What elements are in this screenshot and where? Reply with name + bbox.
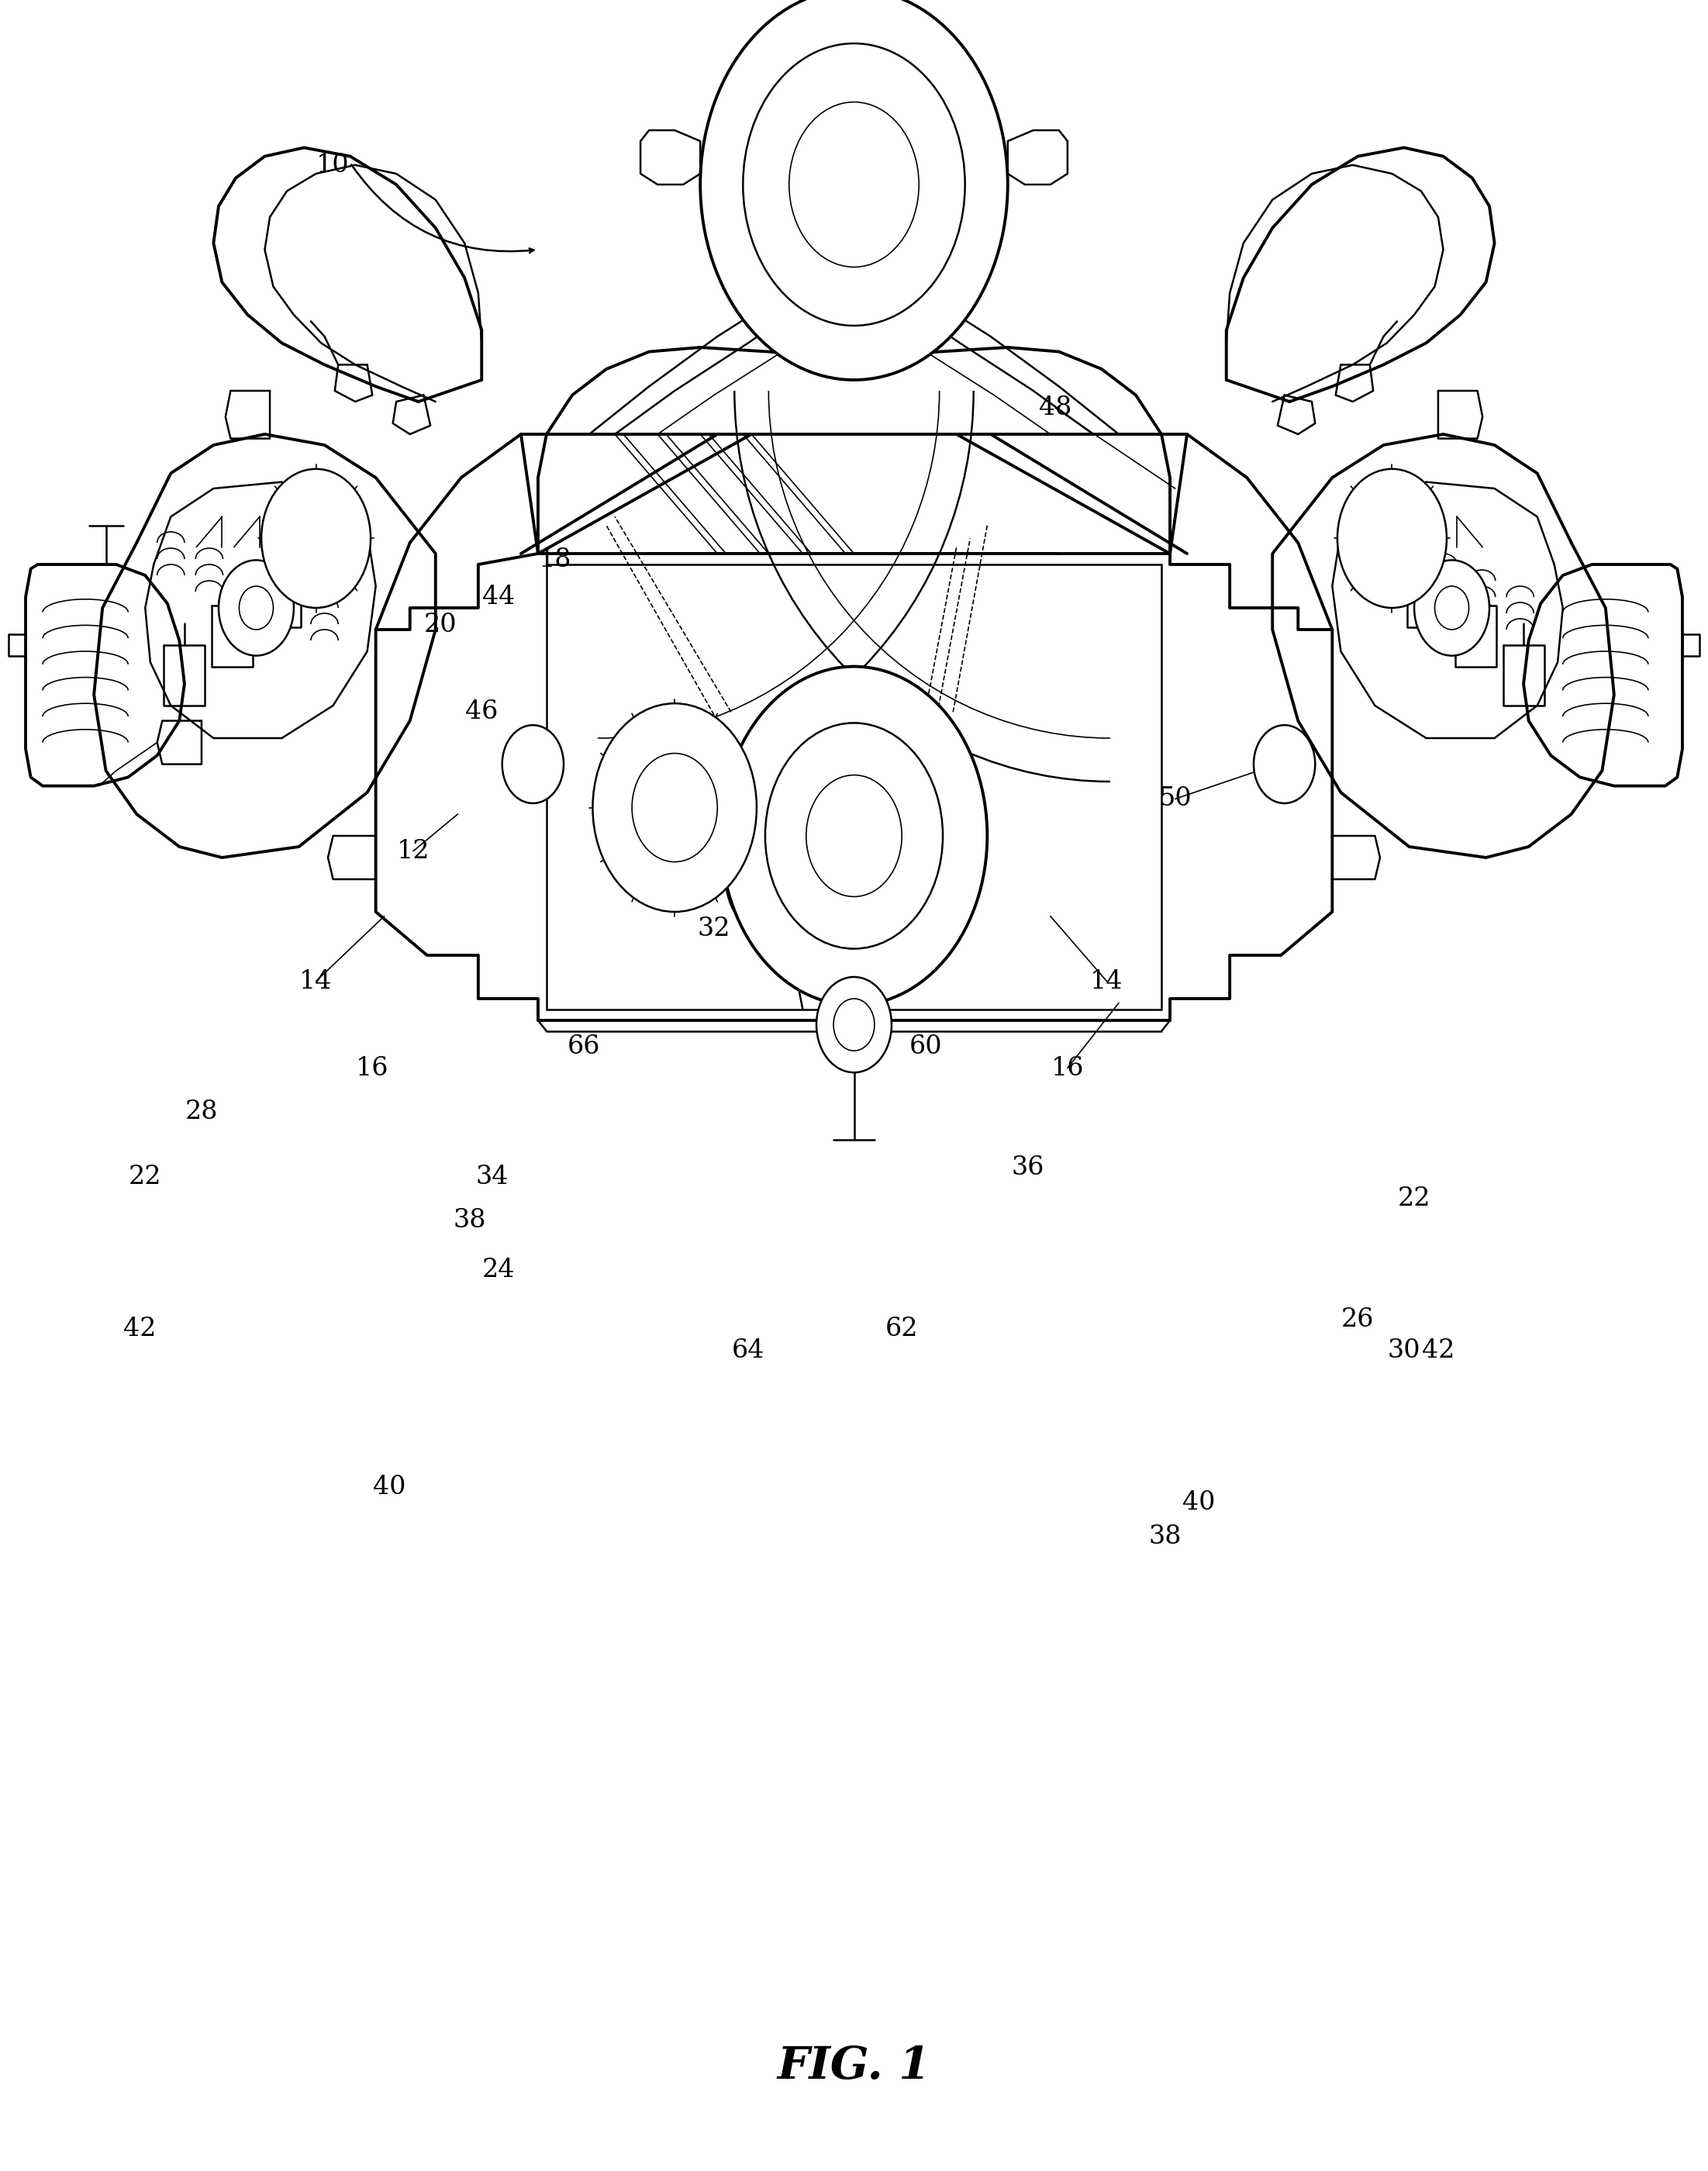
Circle shape xyxy=(219,560,294,656)
Text: 24: 24 xyxy=(482,1257,516,1283)
Text: 66: 66 xyxy=(567,1033,601,1059)
Text: 14: 14 xyxy=(299,968,333,994)
Text: 10: 10 xyxy=(316,152,350,178)
Polygon shape xyxy=(1682,634,1699,656)
Circle shape xyxy=(700,0,1008,380)
Polygon shape xyxy=(26,564,184,786)
Polygon shape xyxy=(743,22,965,98)
Text: 12: 12 xyxy=(396,838,430,864)
Polygon shape xyxy=(328,836,376,879)
Circle shape xyxy=(1414,560,1489,656)
Polygon shape xyxy=(1332,482,1563,738)
Circle shape xyxy=(1337,469,1447,608)
Text: 16: 16 xyxy=(355,1055,389,1081)
Circle shape xyxy=(816,977,892,1072)
Text: 38: 38 xyxy=(453,1207,487,1233)
Polygon shape xyxy=(376,554,1332,1020)
Text: 30: 30 xyxy=(1387,1337,1421,1363)
Polygon shape xyxy=(1008,130,1068,185)
Text: 48: 48 xyxy=(1038,395,1073,421)
Polygon shape xyxy=(9,634,26,656)
Text: 18: 18 xyxy=(538,547,572,573)
Text: 32: 32 xyxy=(697,916,731,942)
Polygon shape xyxy=(1278,395,1315,434)
Polygon shape xyxy=(212,606,253,666)
Text: 38: 38 xyxy=(1148,1524,1182,1550)
Polygon shape xyxy=(1524,564,1682,786)
Text: 34: 34 xyxy=(475,1164,509,1190)
Text: 36: 36 xyxy=(1011,1155,1045,1181)
Polygon shape xyxy=(393,395,430,434)
Polygon shape xyxy=(260,567,301,627)
Text: 40: 40 xyxy=(1182,1489,1216,1515)
Polygon shape xyxy=(1226,148,1494,402)
Polygon shape xyxy=(1407,567,1448,627)
Circle shape xyxy=(721,666,987,1005)
Text: 22: 22 xyxy=(128,1164,162,1190)
Text: 16: 16 xyxy=(1050,1055,1085,1081)
Polygon shape xyxy=(1332,836,1380,879)
Polygon shape xyxy=(1503,645,1544,706)
Polygon shape xyxy=(145,482,376,738)
Text: 28: 28 xyxy=(184,1099,219,1125)
Text: 40: 40 xyxy=(372,1474,407,1500)
Polygon shape xyxy=(164,645,205,706)
Polygon shape xyxy=(335,365,372,402)
Polygon shape xyxy=(640,130,700,185)
Polygon shape xyxy=(225,391,270,439)
Polygon shape xyxy=(1272,434,1614,858)
Circle shape xyxy=(593,703,757,912)
Text: 42: 42 xyxy=(123,1316,157,1342)
Text: 46: 46 xyxy=(465,699,499,725)
Polygon shape xyxy=(1438,391,1483,439)
Text: 20: 20 xyxy=(424,612,458,638)
Text: 22: 22 xyxy=(1397,1185,1431,1211)
Circle shape xyxy=(502,725,564,803)
Text: 44: 44 xyxy=(482,584,516,610)
Text: 60: 60 xyxy=(909,1033,943,1059)
Text: 62: 62 xyxy=(885,1316,919,1342)
Polygon shape xyxy=(1336,365,1373,402)
Text: 50: 50 xyxy=(1158,786,1192,812)
Text: 14: 14 xyxy=(1090,968,1124,994)
Text: 64: 64 xyxy=(731,1337,765,1363)
Polygon shape xyxy=(214,148,482,402)
Polygon shape xyxy=(94,434,436,858)
Text: 42: 42 xyxy=(1421,1337,1455,1363)
Text: 26: 26 xyxy=(1341,1307,1375,1333)
Polygon shape xyxy=(157,721,202,764)
Circle shape xyxy=(261,469,371,608)
Polygon shape xyxy=(1455,606,1496,666)
Circle shape xyxy=(1254,725,1315,803)
Text: FIG. 1: FIG. 1 xyxy=(777,2045,931,2089)
